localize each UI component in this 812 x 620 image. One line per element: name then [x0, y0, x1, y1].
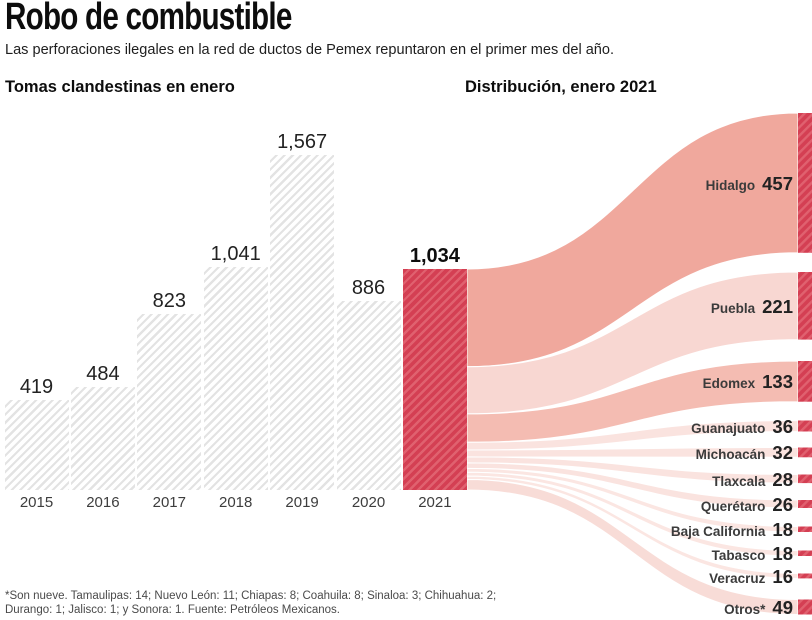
page-subtitle: Las perforaciones ilegales en la red de … — [5, 41, 615, 58]
footnote-line-1: *Son nueve. Tamaulipas: 14; Nuevo León: … — [5, 590, 497, 602]
bar-chart-heading: Tomas clandestinas en enero — [5, 78, 235, 96]
node-bar-tabasco — [798, 550, 812, 556]
sankey-node-bars — [798, 113, 812, 615]
sankey-flows — [466, 112, 799, 616]
sankey-heading: Distribución, enero 2021 — [465, 78, 657, 96]
node-bar-guanajuato — [798, 420, 812, 432]
node-bar-michoacan — [798, 447, 812, 458]
node-bar-baja-california — [798, 526, 812, 532]
node-bar-puebla — [798, 272, 812, 340]
node-bar-queretaro — [798, 500, 812, 508]
node-bar-hidalgo — [798, 113, 812, 253]
node-bar-tlaxcala — [798, 474, 812, 484]
node-bar-otros — [798, 599, 812, 615]
page-title: Robo de combustible — [5, 0, 292, 38]
node-bar-edomex — [798, 361, 812, 402]
footnote-line-2: Durango: 1; Jalisco: 1; y Sonora: 1. Fue… — [5, 604, 340, 616]
footnote: *Son nueve. Tamaulipas: 14; Nuevo León: … — [5, 589, 496, 617]
node-bar-veracruz — [798, 573, 812, 579]
